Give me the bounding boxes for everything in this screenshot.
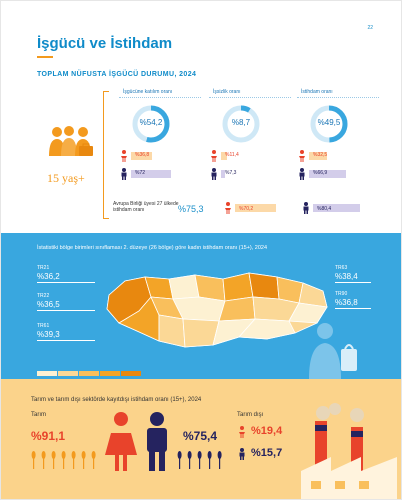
male-farmer-icon: [147, 412, 167, 471]
eu-male-value: %80,4: [317, 206, 332, 212]
eu-female-bar: [235, 204, 293, 212]
region-label-tr63: TR63 %38,4: [335, 265, 371, 283]
column-title: İşgücüne katılım oranı: [123, 89, 173, 95]
female-icon: [239, 426, 245, 438]
region-label-tr22: TR22 %36,5: [37, 293, 95, 311]
map-title: İstatistiki bölge birimleri sınıflaması …: [37, 245, 268, 251]
factory-icon: [301, 403, 397, 499]
page-title: İşgücü ve İstihdam: [37, 35, 173, 52]
legend-swatch: [79, 371, 99, 376]
column-title: İstihdam oranı: [301, 89, 333, 95]
female-row: %36,8: [119, 150, 201, 162]
female-icon: [225, 202, 231, 214]
map-legend: [37, 363, 142, 381]
legend-swatch: [37, 371, 57, 376]
eu-total-value: %75,3: [178, 204, 204, 214]
non-agriculture-female-value: %19,4: [251, 425, 283, 437]
male-icon: [299, 168, 305, 180]
turkey-map: [106, 272, 328, 348]
region-label-tr21: TR21 %36,2: [37, 265, 95, 283]
agriculture-label: Tarım: [31, 412, 46, 418]
section-subtitle: TOPLAM NÜFUSTA İŞGÜCÜ DURUMU, 2024: [37, 71, 197, 78]
female-row: %32,5: [297, 150, 379, 162]
female-icon: [299, 150, 305, 162]
female-value: %36,8: [135, 152, 150, 158]
donut-value: %8,7: [231, 118, 251, 127]
male-row: %7,3: [209, 168, 291, 180]
donut-chart: %49,5: [309, 104, 349, 144]
donut-value: %49,5: [317, 118, 341, 127]
female-value: %32,5: [313, 152, 328, 158]
stat-column-participation: İşgücüne katılım oranı %54,2 %36,8 %72: [119, 89, 201, 180]
region-label-tr61: TR61 %39,3: [37, 323, 95, 341]
female-row: %11,4: [209, 150, 291, 162]
column-title: İşsizlik oranı: [213, 89, 241, 95]
female-icon: [211, 150, 217, 162]
legend-swatch: [121, 371, 141, 376]
page-number: 22: [367, 25, 373, 31]
wheat-row-icon: [31, 451, 222, 469]
informal-employment-title: Tarım ve tarım dışı sektörde kayıtdışı i…: [31, 397, 202, 403]
male-icon: [211, 168, 217, 180]
stat-column-unemployment: İşsizlik oranı %8,7 %11,4 %7,3: [209, 89, 291, 180]
people-group-icon: [49, 126, 93, 156]
title-underline: [37, 56, 53, 58]
male-value: %66,9: [313, 170, 328, 176]
eu-male-bar: [313, 204, 371, 212]
region-label-tr90: TR90 %36,8: [335, 291, 371, 309]
male-icon: [121, 168, 127, 180]
non-agriculture-male-value: %15,7: [251, 447, 283, 459]
male-value: %72: [135, 170, 146, 176]
female-farmer-icon: [105, 412, 137, 471]
age-group-label: 15 yaş+: [47, 171, 85, 185]
male-row: %72: [119, 168, 201, 180]
eu-label: Avrupa Birliği üyesi 27 ülkede istihdam …: [113, 201, 179, 213]
eu-female-value: %70,2: [239, 206, 254, 212]
male-icon: [239, 448, 245, 460]
stat-column-employment: İstihdam oranı %49,5 %32,5 %66,9: [297, 89, 379, 180]
male-value: %7,3: [225, 170, 237, 176]
woman-with-bag-icon: [309, 323, 357, 379]
legend-swatch: [58, 371, 78, 376]
donut-chart: %54,2: [131, 104, 171, 144]
female-value: %11,4: [225, 152, 239, 158]
male-icon: [303, 202, 309, 214]
non-agriculture-label: Tarım dışı: [237, 412, 264, 418]
donut-chart: %8,7: [221, 104, 261, 144]
bracket-divider: [103, 91, 113, 219]
donut-value: %54,2: [139, 118, 163, 127]
legend-swatch: [100, 371, 120, 376]
agriculture-male-value: %75,4: [183, 429, 218, 443]
female-icon: [121, 150, 127, 162]
agriculture-female-value: %91,1: [31, 429, 66, 443]
male-row: %66,9: [297, 168, 379, 180]
